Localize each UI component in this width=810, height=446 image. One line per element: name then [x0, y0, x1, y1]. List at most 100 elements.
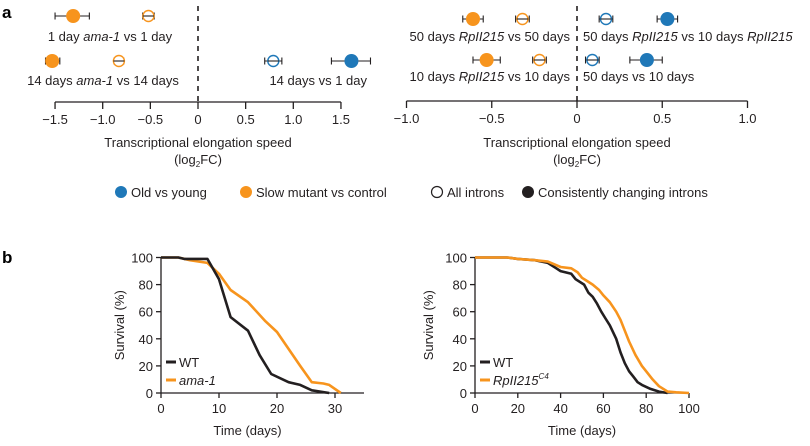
- legend-label-sup: C4: [539, 372, 550, 381]
- legend-marker-filled: [240, 186, 252, 198]
- row-label-part: 1 day: [48, 29, 83, 44]
- legend-label: Old vs young: [131, 185, 207, 200]
- row-label-part: RpII215: [459, 69, 505, 84]
- x-tick-label: 0.5: [237, 112, 255, 127]
- survival-curve-wt: [161, 256, 330, 395]
- x-axis-title: Time (days): [548, 423, 616, 438]
- row-label-part: 50 days: [410, 29, 459, 44]
- row-label: 50 days vs 10 days: [583, 69, 695, 84]
- x-axis-unit-sub: 2: [575, 160, 580, 169]
- x-axis-unit: (log2FC): [174, 152, 222, 169]
- row-label: 14 days ama-1 vs 14 days: [27, 73, 179, 88]
- x-tick-label: 20: [270, 401, 284, 416]
- row-label-part: 10 days: [410, 69, 459, 84]
- row-label-part: 50 days: [583, 29, 632, 44]
- row-label: 1 day ama-1 vs 1 day: [48, 29, 173, 44]
- legend-label-name: WT: [493, 355, 513, 370]
- y-tick-label: 40: [139, 332, 153, 347]
- legend-marker-filled: [115, 186, 127, 198]
- survival-curve-rpii215: [475, 256, 690, 395]
- legend-label-name: ama-1: [179, 373, 216, 388]
- x-tick-label: −0.5: [138, 112, 164, 127]
- x-axis-title: Transcriptional elongation speed: [483, 135, 670, 150]
- legend-marker-open: [430, 185, 444, 199]
- x-tick-label: 1.0: [738, 111, 756, 126]
- x-tick-label: 40: [553, 401, 567, 416]
- row-label-part: 14 days: [27, 73, 76, 88]
- point-consistent-introns: [639, 53, 654, 67]
- x-tick-label: 0: [157, 401, 164, 416]
- x-axis-unit-pre: (log: [174, 152, 196, 167]
- point-consistent-introns: [660, 12, 675, 26]
- y-tick-label: 60: [139, 305, 153, 320]
- x-tick-label: −1.0: [90, 112, 116, 127]
- legend-marker-filled: [522, 186, 534, 198]
- row-label-part: RpII215: [632, 29, 678, 44]
- y-tick-label: 0: [146, 386, 153, 401]
- survival-curve-ama-1: [161, 256, 342, 395]
- x-tick-label: 0.5: [653, 111, 671, 126]
- x-tick-label: 1.5: [332, 112, 350, 127]
- legend-label: All introns: [447, 185, 505, 200]
- y-tick-label: 80: [453, 278, 467, 293]
- row-label-part: RpII215: [459, 29, 505, 44]
- point-consistent-introns: [45, 54, 60, 68]
- point-consistent-introns: [479, 53, 494, 67]
- x-tick-label: 0: [194, 112, 201, 127]
- legend-panel-a: Old vs young Slow mutant vs control All in…: [115, 185, 708, 200]
- legend-label-name: RpII215: [493, 373, 539, 388]
- y-tick-label: 100: [131, 251, 153, 266]
- point-consistent-introns: [465, 12, 480, 26]
- x-axis-unit-sub: 2: [196, 160, 201, 169]
- y-tick-label: 40: [453, 332, 467, 347]
- legend-label-name: WT: [179, 355, 199, 370]
- x-axis-title: Time (days): [213, 423, 281, 438]
- legend-label: RpII215C4: [493, 372, 549, 388]
- x-tick-label: 60: [596, 401, 610, 416]
- y-tick-label: 100: [445, 251, 467, 266]
- row-label-part: ama-1: [76, 73, 113, 88]
- row-label: 14 days vs 1 day: [269, 73, 367, 88]
- row-label-part: RpII215: [747, 29, 793, 44]
- survival-chart-rpii215: 0 20 40 60 80 100 0 20 40 60 80 100 Time (days) Survi…: [421, 251, 700, 439]
- legend-label: WT: [493, 355, 513, 370]
- x-axis-title: Transcriptional elongation speed: [104, 135, 291, 150]
- x-tick-label: 80: [639, 401, 653, 416]
- y-tick-label: 60: [453, 305, 467, 320]
- x-tick-label: 10: [212, 401, 226, 416]
- survival-chart-ama1: 0 10 20 30 0 20 40 60 80 100 Time (days) Survival (…: [112, 251, 364, 438]
- row-label-part: vs 50 days: [504, 29, 570, 44]
- x-tick-label: −1.5: [42, 112, 68, 127]
- x-tick-label: −0.5: [479, 111, 505, 126]
- row-label: 10 days RpII215 vs 10 days: [410, 69, 571, 84]
- x-tick-label: 0: [471, 401, 478, 416]
- legend-label: WT: [179, 355, 199, 370]
- row-label-part: vs 10 days: [678, 29, 747, 44]
- y-tick-label: 20: [139, 359, 153, 374]
- survival-curve-wt: [475, 256, 668, 395]
- y-tick-label: 20: [453, 359, 467, 374]
- x-axis-unit-post: FC): [200, 152, 222, 167]
- row-label-part: 50 days vs 10 days: [583, 69, 695, 84]
- x-axis-unit-pre: (log: [553, 152, 575, 167]
- row-label: 50 days RpII215 vs 10 days RpII215: [583, 29, 793, 44]
- legend-label: Slow mutant vs control: [256, 185, 387, 200]
- row-label-part: vs 1 day: [120, 29, 173, 44]
- row-label-part: 14 days vs 1 day: [269, 73, 367, 88]
- x-axis-unit-post: FC): [579, 152, 601, 167]
- y-tick-label: 0: [460, 386, 467, 401]
- x-tick-label: −1.0: [394, 111, 420, 126]
- x-axis-unit: (log2FC): [553, 152, 601, 169]
- row-label-part: vs 10 days: [504, 69, 570, 84]
- y-axis-title: Survival (%): [421, 290, 436, 360]
- forest-plot-left: −1.5 −1.0 −0.5 0 0.5 1.0 1.5 Transcriptional el…: [27, 6, 372, 169]
- legend-label: Consistently changing introns: [538, 185, 708, 200]
- y-axis-title: Survival (%): [112, 290, 127, 360]
- row-label-part: ama-1: [83, 29, 120, 44]
- x-tick-label: 20: [511, 401, 525, 416]
- point-consistent-introns: [66, 9, 81, 23]
- panel-label-b: b: [2, 248, 12, 267]
- row-label-part: vs 14 days: [113, 73, 179, 88]
- x-tick-label: 0: [573, 111, 580, 126]
